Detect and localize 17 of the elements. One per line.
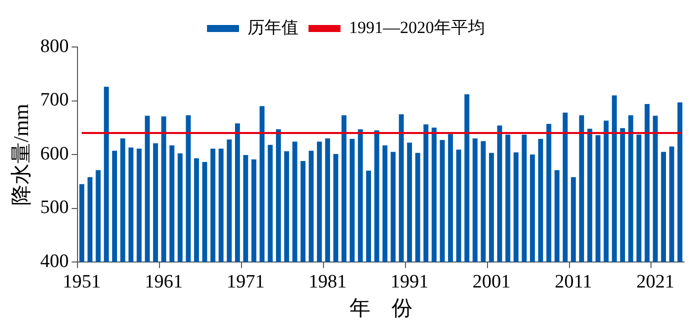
y-tick-label: 500	[40, 197, 69, 218]
x-tick-label: 1981	[308, 271, 347, 292]
y-tick-label: 700	[40, 90, 69, 111]
legend-label: 历年值	[248, 18, 298, 37]
y-axis-title: 降水量/mm	[9, 104, 34, 206]
legend-label: 1991—2020年平均	[349, 18, 485, 37]
y-tick-label: 600	[40, 143, 69, 164]
x-tick-label: 1951	[62, 271, 101, 292]
x-tick-label: 2001	[472, 271, 510, 292]
y-tick-label: 800	[40, 36, 69, 57]
x-axis-title: 年 份	[349, 296, 412, 320]
y-tick-label: 400	[40, 250, 69, 272]
x-tick-label: 1961	[144, 271, 183, 292]
x-tick-label: 1971	[226, 271, 265, 292]
x-tick-label: 2021	[636, 271, 674, 292]
x-tick-label: 2011	[554, 271, 592, 292]
x-tick-label: 1991	[390, 271, 429, 292]
